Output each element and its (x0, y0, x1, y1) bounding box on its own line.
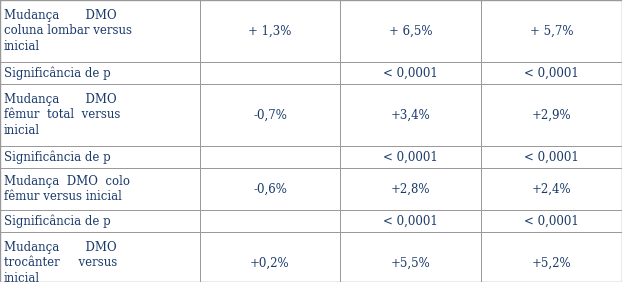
Text: Significância de p: Significância de p (4, 214, 111, 228)
Bar (200, 146, 340, 168)
Bar (200, 232, 340, 282)
Bar (200, 84, 340, 146)
Bar (340, 84, 481, 146)
Bar (0, 168, 200, 210)
Text: < 0,0001: < 0,0001 (383, 215, 438, 228)
Text: +5,2%: +5,2% (532, 257, 572, 270)
Bar (340, 146, 481, 168)
Text: + 1,3%: + 1,3% (248, 25, 292, 38)
Bar (340, 0, 481, 62)
Bar (481, 0, 622, 62)
Text: +3,4%: +3,4% (391, 109, 430, 122)
Bar (200, 62, 340, 84)
Text: Mudança  DMO  colo
fêmur versus inicial: Mudança DMO colo fêmur versus inicial (4, 175, 130, 203)
Bar (481, 168, 622, 210)
Text: Mudança       DMO
trocânter     versus
inicial: Mudança DMO trocânter versus inicial (4, 241, 118, 282)
Text: -0,7%: -0,7% (253, 109, 287, 122)
Text: Mudança       DMO
fêmur  total  versus
inicial: Mudança DMO fêmur total versus inicial (4, 93, 121, 137)
Bar (0, 0, 200, 62)
Bar (481, 232, 622, 282)
Text: < 0,0001: < 0,0001 (383, 151, 438, 164)
Text: +5,5%: +5,5% (391, 257, 430, 270)
Text: < 0,0001: < 0,0001 (524, 67, 579, 80)
Bar (340, 62, 481, 84)
Bar (340, 168, 481, 210)
Text: -0,6%: -0,6% (253, 182, 287, 195)
Text: Mudança       DMO
coluna lombar versus
inicial: Mudança DMO coluna lombar versus inicial (4, 9, 132, 53)
Bar (340, 232, 481, 282)
Bar (0, 146, 200, 168)
Bar (200, 210, 340, 232)
Text: +2,8%: +2,8% (391, 182, 430, 195)
Text: +2,9%: +2,9% (532, 109, 572, 122)
Bar (0, 62, 200, 84)
Text: + 6,5%: + 6,5% (389, 25, 432, 38)
Bar (0, 84, 200, 146)
Bar (0, 232, 200, 282)
Text: < 0,0001: < 0,0001 (524, 151, 579, 164)
Bar (340, 210, 481, 232)
Text: + 5,7%: + 5,7% (530, 25, 573, 38)
Bar (481, 210, 622, 232)
Bar (481, 146, 622, 168)
Text: +2,4%: +2,4% (532, 182, 572, 195)
Bar (481, 62, 622, 84)
Text: Significância de p: Significância de p (4, 150, 111, 164)
Bar (0, 210, 200, 232)
Bar (481, 84, 622, 146)
Text: +0,2%: +0,2% (250, 257, 290, 270)
Bar (200, 168, 340, 210)
Text: < 0,0001: < 0,0001 (524, 215, 579, 228)
Text: Significância de p: Significância de p (4, 66, 111, 80)
Text: < 0,0001: < 0,0001 (383, 67, 438, 80)
Bar (200, 0, 340, 62)
